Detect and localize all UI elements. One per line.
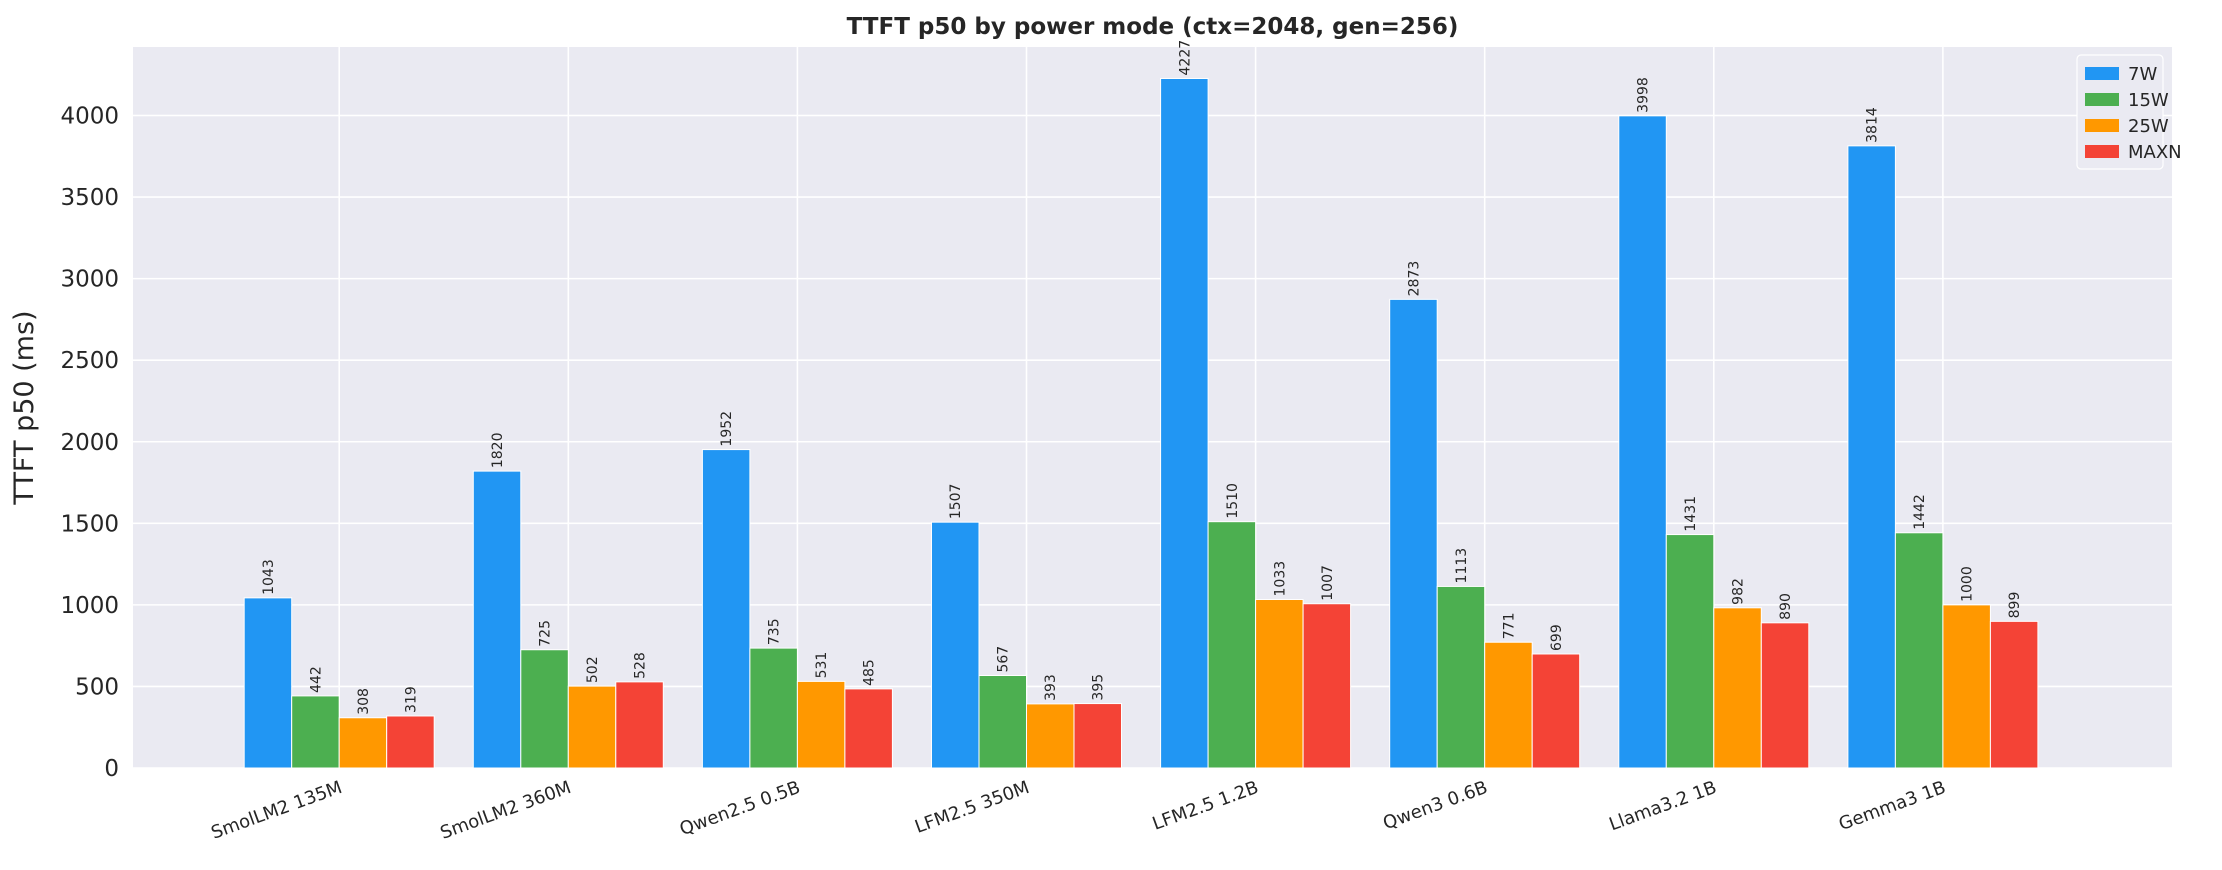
x-tick-label: Gemma3 1B [1836,777,1949,835]
data-label: 531 [814,652,830,679]
x-tick-label: LFM2.5 350M [912,777,1032,838]
data-label: 890 [1778,593,1794,620]
data-label: 1113 [1454,548,1470,584]
bar-smollm2-360m-7w [472,470,522,769]
data-label: 1043 [261,559,277,595]
bar-llama3-2-1b-15w [1665,534,1715,769]
legend-frame [2076,54,2164,170]
bar-llama3-2-1b-25w [1713,607,1762,769]
legend-swatch-7w [2085,67,2119,80]
x-tick-label: LFM2.5 1.2B [1150,777,1262,835]
data-label: 485 [862,659,878,686]
y-tick-label: 500 [75,674,119,700]
x-tick-label: SmolLM2 135M [208,777,344,844]
bar-llama3-2-1b-maxn [1760,622,1810,769]
bar-qwen2-5-0-5b-15w [749,647,798,769]
data-label: 442 [308,666,324,693]
bar-qwen2-5-0-5b-maxn [844,688,893,769]
bar-lfm2-5-350m-15w [978,675,1027,769]
bar-smollm2-360m-25w [567,685,617,769]
data-label: 308 [356,688,372,715]
data-label: 4227 [1177,40,1193,76]
legend-label-maxn: MAXN [2128,142,2182,163]
y-tick-labels: 0 500 1000 1500 2000 2500 3000 3500 4000 [60,104,119,782]
y-tick-label: 3500 [60,185,119,211]
data-label: 1431 [1683,496,1699,532]
x-tick-label: Qwen3 0.6B [1380,777,1490,834]
legend-swatch-15w [2085,93,2119,106]
legend-swatch-25w [2085,119,2119,132]
bar-smollm2-360m-15w [520,649,569,769]
y-tick-label: 3000 [60,267,119,293]
y-tick-label: 0 [104,756,119,782]
bar-smollm2-135m-25w [338,717,388,769]
data-label: 3998 [1636,77,1652,113]
bar-qwen2-5-0-5b-25w [796,680,846,769]
legend-label-25w: 25W [2128,116,2169,137]
bar-smollm2-135m-15w [291,695,340,769]
bar-qwen3-0-6b-7w [1389,298,1438,769]
legend-swatch-maxn [2085,145,2119,158]
bar-qwen3-0-6b-15w [1436,585,1486,769]
data-label: 771 [1501,612,1517,639]
bar-smollm2-360m-maxn [615,681,664,769]
bar-smollm2-135m-7w [243,597,293,769]
data-label: 1952 [719,411,735,447]
x-tick-labels: SmolLM2 135M SmolLM2 360M Qwen2.5 0.5B LFM2… [208,777,1948,844]
bar-llama3-2-1b-7w [1618,115,1667,769]
data-label: 1007 [1320,565,1336,601]
data-label: 1442 [1912,494,1928,530]
chart-title: TTFT p50 by power mode (ctx=2048, gen=25… [847,14,1459,40]
data-label: 735 [767,618,783,645]
data-label: 725 [538,620,554,647]
y-tick-label: 4000 [60,104,119,130]
data-label: 1510 [1225,483,1241,519]
data-label: 1507 [948,484,964,520]
legend-label-15w: 15W [2128,90,2169,111]
bar-qwen3-0-6b-25w [1484,641,1533,769]
bar-gemma3-1b-maxn [1989,620,2039,769]
data-label: 567 [996,646,1012,673]
data-label: 3814 [1865,107,1881,143]
bar-lfm2-5-1-2b-15w [1207,521,1257,769]
bar-gemma3-1b-7w [1847,145,1896,769]
legend-label-7w: 7W [2128,64,2157,85]
y-tick-label: 2000 [60,430,119,456]
legend: 7W 15W 25W MAXN [2076,54,2182,170]
bar-lfm2-5-350m-7w [930,521,980,769]
bar-gemma3-1b-15w [1894,532,1944,769]
bar-smollm2-135m-maxn [386,715,435,769]
bar-qwen2-5-0-5b-7w [701,449,751,769]
bar-lfm2-5-1-2b-maxn [1302,603,1352,769]
data-label: 528 [633,652,649,679]
data-labels: 1043 1820 1952 1507 4227 2873 3998 3814 442 725 73… [261,40,2023,715]
bars [243,77,2039,769]
data-label: 2873 [1406,261,1422,297]
data-label: 1820 [490,432,506,468]
bar-gemma3-1b-25w [1942,604,1991,769]
y-tick-label: 1500 [60,511,119,537]
x-tick-label: Llama3.2 1B [1606,777,1719,835]
data-label: 395 [1091,674,1107,701]
y-tick-label: 1000 [60,593,119,619]
y-tick-label: 2500 [60,348,119,374]
data-label: 1033 [1272,561,1288,597]
bar-lfm2-5-350m-maxn [1073,703,1122,769]
data-label: 982 [1731,578,1747,605]
data-label: 699 [1549,624,1565,651]
data-label: 393 [1043,674,1059,701]
bar-lfm2-5-1-2b-7w [1160,77,1209,769]
bar-lfm2-5-1-2b-25w [1255,598,1304,769]
data-label: 1000 [1960,566,1976,602]
bar-lfm2-5-350m-25w [1025,703,1075,769]
bar-qwen3-0-6b-maxn [1531,653,1581,769]
data-label: 502 [585,656,601,683]
data-label: 319 [403,686,419,713]
data-label: 899 [2007,592,2023,619]
x-tick-label: Qwen2.5 0.5B [677,777,803,840]
y-axis-label: TTFT p50 (ms) [9,310,40,505]
x-tick-label: SmolLM2 360M [438,777,574,844]
